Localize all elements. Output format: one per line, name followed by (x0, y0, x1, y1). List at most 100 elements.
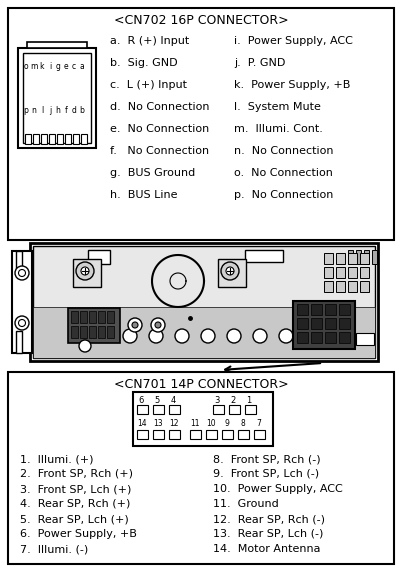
Circle shape (18, 269, 25, 276)
Circle shape (278, 329, 292, 343)
Circle shape (149, 329, 162, 343)
Text: 3.  Front SP, Lch (+): 3. Front SP, Lch (+) (20, 484, 131, 494)
Text: j: j (49, 106, 51, 115)
Bar (310, 318, 321, 329)
Bar (323, 267, 332, 278)
Bar (347, 250, 352, 264)
Text: 13: 13 (153, 419, 162, 428)
Bar (73, 259, 101, 287)
Text: l: l (41, 106, 43, 115)
Bar (23, 53, 91, 143)
Bar (335, 281, 344, 292)
Circle shape (18, 320, 25, 327)
Bar (296, 332, 307, 343)
Bar (49, 134, 55, 144)
Bar (73, 134, 79, 144)
Bar (355, 250, 360, 264)
Bar (335, 253, 344, 264)
Text: l.  System Mute: l. System Mute (233, 102, 320, 112)
Circle shape (151, 318, 164, 332)
Text: o: o (24, 62, 28, 71)
Text: 5: 5 (154, 396, 159, 405)
Bar (347, 267, 356, 278)
Text: d.  No Connection: d. No Connection (110, 102, 209, 112)
Circle shape (174, 329, 188, 343)
Bar (296, 318, 307, 329)
Bar (359, 281, 368, 292)
Bar (168, 430, 180, 439)
Text: 10.  Power Supply, ACC: 10. Power Supply, ACC (213, 484, 342, 494)
Text: 4.  Rear SP, Rch (+): 4. Rear SP, Rch (+) (20, 499, 130, 509)
Text: b.  Sig. GND: b. Sig. GND (110, 58, 177, 68)
Bar (18, 48, 96, 148)
Text: 2: 2 (230, 396, 235, 405)
Bar (41, 134, 47, 144)
Bar (80, 311, 87, 323)
Bar (68, 308, 120, 343)
Text: 14: 14 (137, 419, 146, 428)
Text: n: n (32, 106, 36, 115)
Text: j.  P. GND: j. P. GND (233, 58, 285, 68)
Circle shape (252, 329, 266, 343)
Text: 14.  Motor Antenna: 14. Motor Antenna (213, 544, 320, 554)
Text: a: a (79, 62, 84, 71)
Circle shape (15, 316, 29, 330)
Bar (88, 250, 110, 264)
Text: 11: 11 (190, 419, 199, 428)
Text: 11.  Ground: 11. Ground (213, 499, 278, 509)
Circle shape (132, 322, 138, 328)
Bar (338, 318, 349, 329)
Text: 3: 3 (214, 396, 219, 405)
Text: o.  No Connection: o. No Connection (233, 168, 332, 178)
Bar (81, 134, 87, 144)
Bar (347, 281, 356, 292)
Text: i: i (49, 62, 51, 71)
Bar (80, 326, 87, 338)
Bar (323, 253, 332, 264)
Bar (253, 430, 264, 439)
Bar (153, 430, 164, 439)
Bar (107, 326, 114, 338)
Text: n.  No Connection: n. No Connection (233, 146, 333, 156)
Bar (137, 430, 148, 439)
Bar (359, 253, 368, 264)
Bar (237, 430, 248, 439)
Text: 6.  Power Supply, +B: 6. Power Supply, +B (20, 529, 136, 539)
Text: h: h (55, 106, 60, 115)
Bar (213, 405, 223, 414)
Text: 2.  Front SP, Rch (+): 2. Front SP, Rch (+) (20, 469, 133, 479)
Text: g.  BUS Ground: g. BUS Ground (110, 168, 195, 178)
Bar (57, 134, 63, 144)
Bar (8, 372, 393, 564)
Circle shape (79, 340, 91, 352)
Text: 1.  Illumi. (+): 1. Illumi. (+) (20, 454, 93, 464)
Bar (33, 134, 39, 144)
Bar (16, 251, 22, 273)
Text: k.  Power Supply, +B: k. Power Supply, +B (233, 80, 350, 90)
Bar (65, 134, 71, 144)
Text: i.  Power Supply, ACC: i. Power Supply, ACC (233, 36, 352, 46)
Text: m: m (30, 62, 38, 71)
Bar (33, 307, 374, 358)
Bar (244, 405, 255, 414)
Text: e.  No Connection: e. No Connection (110, 124, 209, 134)
Bar (229, 405, 239, 414)
Bar (33, 246, 374, 358)
Bar (296, 304, 307, 315)
Circle shape (128, 318, 142, 332)
Bar (323, 281, 332, 292)
Bar (244, 250, 282, 262)
Bar (16, 331, 22, 353)
Bar (324, 318, 335, 329)
Text: <CN702 16P CONNECTOR>: <CN702 16P CONNECTOR> (113, 14, 288, 27)
Bar (205, 430, 217, 439)
Text: 9: 9 (224, 419, 229, 428)
Text: k: k (40, 62, 44, 71)
Bar (25, 134, 31, 144)
Bar (27, 42, 87, 48)
Bar (355, 333, 373, 345)
Text: 13.  Rear SP, Lch (-): 13. Rear SP, Lch (-) (213, 529, 322, 539)
Bar (221, 430, 233, 439)
Bar (12, 251, 32, 353)
Bar (363, 250, 368, 264)
